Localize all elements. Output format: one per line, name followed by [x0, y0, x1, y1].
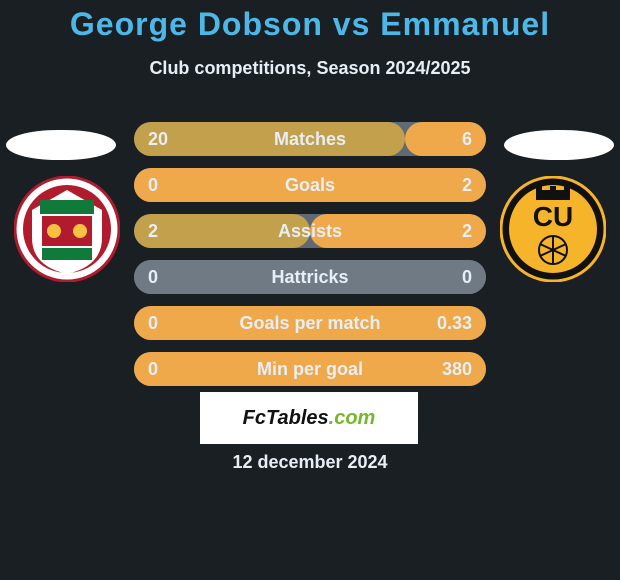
stat-row: 206Matches: [134, 122, 486, 156]
stat-label: Hattricks: [134, 260, 486, 294]
stat-row: 00.33Goals per match: [134, 306, 486, 340]
stat-row: 22Assists: [134, 214, 486, 248]
right-name-oval: [504, 130, 614, 160]
stat-bars: 206Matches 02Goals 22Assists 00Hattricks 00.…: [134, 122, 486, 398]
fctables-watermark: FcTables.com: [200, 392, 418, 444]
stat-label: Assists: [134, 214, 486, 248]
watermark-prefix: FcTables: [243, 407, 329, 430]
comparison-title: George Dobson vs Emmanuel: [0, 6, 620, 43]
comparison-card: { "title": "George Dobson vs Emmanuel", …: [0, 0, 620, 580]
stat-label: Min per goal: [134, 352, 486, 386]
stat-label: Goals: [134, 168, 486, 202]
stat-row: 00Hattricks: [134, 260, 486, 294]
svg-text:CU: CU: [533, 201, 573, 232]
cambridge-united-crest: CU: [500, 176, 606, 282]
left-name-oval: [6, 130, 116, 160]
stat-label: Goals per match: [134, 306, 486, 340]
watermark-suffix: .com: [329, 407, 376, 430]
snapshot-date: 12 december 2024: [0, 452, 620, 473]
stat-row: 0380Min per goal: [134, 352, 486, 386]
stat-label: Matches: [134, 122, 486, 156]
comparison-subtitle: Club competitions, Season 2024/2025: [0, 58, 620, 79]
stat-row: 02Goals: [134, 168, 486, 202]
wrexham-crest: [14, 176, 120, 282]
